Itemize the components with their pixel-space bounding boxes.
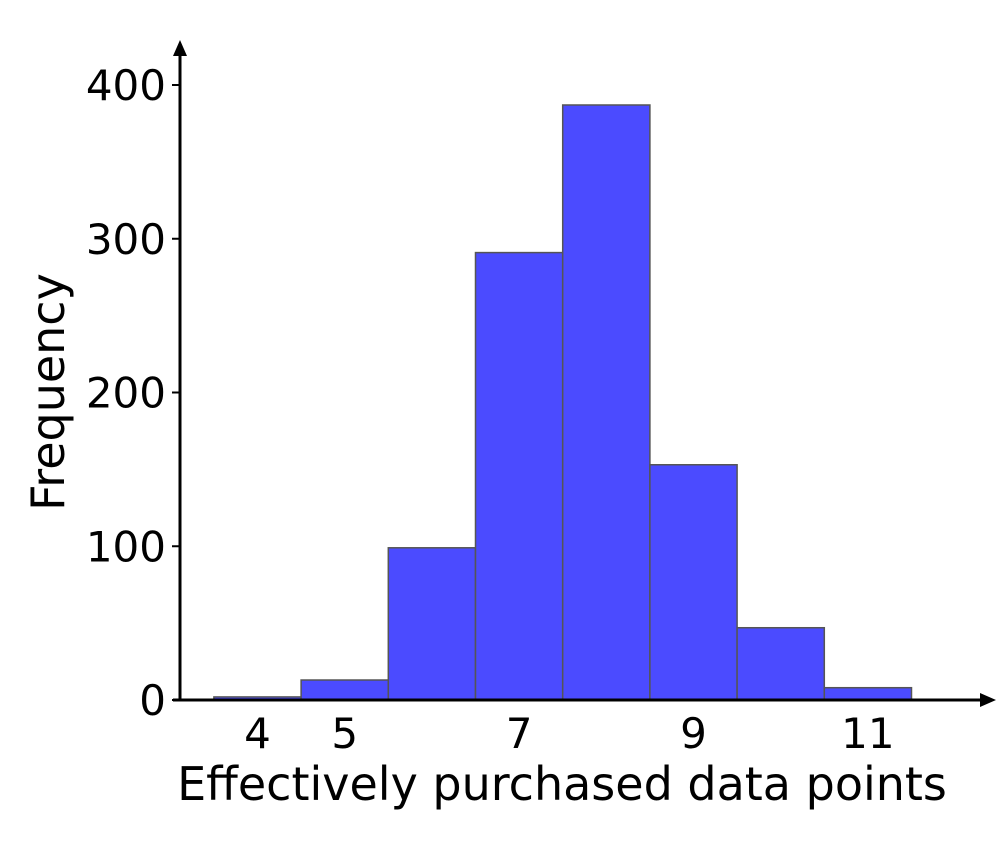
histogram-bar-11 bbox=[823, 686, 913, 701]
x-tick-label: 9 bbox=[680, 709, 707, 758]
bars-group bbox=[213, 104, 913, 701]
y-tick-label: 100 bbox=[86, 522, 166, 571]
x-tick-label: 5 bbox=[331, 709, 358, 758]
x-axis-label: Effectively purchased data points bbox=[177, 757, 947, 811]
y-tick-label: 0 bbox=[139, 676, 166, 725]
y-tick-label: 200 bbox=[86, 369, 166, 418]
x-tick-label: 4 bbox=[244, 709, 271, 758]
y-ticks-group: 0 100 200 300 400 bbox=[86, 61, 180, 725]
histogram-bar-6 bbox=[387, 547, 477, 701]
histogram-bar-10 bbox=[736, 626, 826, 701]
histogram-bar-8 bbox=[561, 104, 651, 701]
y-axis-label: Frequency bbox=[21, 273, 75, 511]
y-axis-arrow bbox=[173, 40, 187, 56]
histogram-bar-5 bbox=[300, 679, 390, 701]
histogram-bar-7 bbox=[474, 251, 564, 701]
x-ticks-group: 4 5 7 9 11 bbox=[244, 709, 894, 758]
x-tick-label: 11 bbox=[841, 709, 894, 758]
y-tick-label: 300 bbox=[86, 215, 166, 264]
y-tick-label: 400 bbox=[86, 61, 166, 110]
x-axis-arrow bbox=[980, 693, 996, 707]
x-tick-label: 7 bbox=[506, 709, 533, 758]
histogram-bar-9 bbox=[649, 464, 738, 701]
